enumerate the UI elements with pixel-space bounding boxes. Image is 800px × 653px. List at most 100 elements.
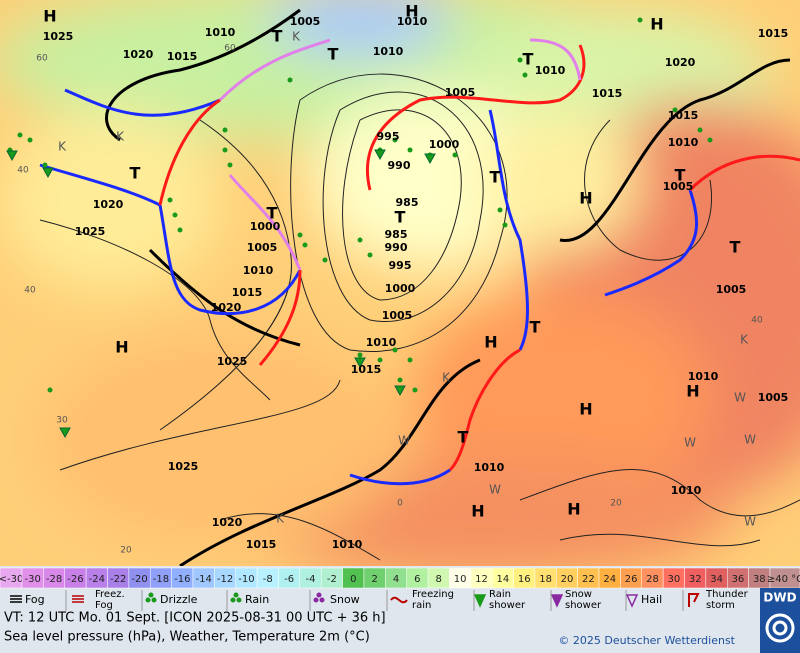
isobar-label: 995 (389, 259, 412, 272)
rain-symbol (637, 17, 643, 23)
scale-label: -8 (263, 574, 273, 585)
shower-symbol (354, 357, 366, 369)
isobar-label: 1010 (688, 370, 719, 383)
isobar-label: 1010 (373, 45, 404, 58)
isobar-label: 1010 (671, 484, 702, 497)
shower-symbol (374, 149, 386, 161)
isotherm-label: 20 (610, 499, 622, 509)
icon-stroke (688, 593, 700, 607)
shower-symbol (59, 427, 71, 439)
icon-dot (151, 597, 157, 603)
isobar-label: 1020 (212, 516, 243, 529)
legend-label: Snow (330, 593, 360, 606)
pressure-centre: H (43, 7, 56, 26)
rain-symbol (357, 237, 363, 243)
legend-label: Thunder (705, 589, 749, 600)
isotherm-label: 0 (397, 499, 403, 509)
weather-legend: Fog Freez.Fog Drizzle Rain Snow FreezingrainR… (10, 589, 749, 611)
legend-label: Drizzle (160, 593, 198, 606)
isobar-label: 1020 (211, 301, 242, 314)
airmass-label: W (398, 434, 410, 448)
icon-stroke (550, 594, 564, 608)
rain-symbol (172, 212, 178, 218)
scale-label: 0 (350, 574, 356, 585)
scale-label: 30 (667, 574, 680, 585)
highlighted-isobars (105, 8, 791, 568)
rain-symbol (497, 207, 503, 213)
rain-symbol (177, 227, 183, 233)
airmass-label: K (292, 30, 301, 44)
legend-label: storm (706, 600, 735, 611)
rain-symbol (377, 357, 383, 363)
icon-dot (145, 597, 151, 603)
legend-label: Rain (489, 589, 511, 600)
legend-icon (473, 594, 487, 608)
airmass-label: W (489, 483, 501, 497)
legend-label: Snow (565, 589, 592, 600)
isobar-label: 1015 (758, 27, 789, 40)
isobar-label: 1010 (243, 264, 274, 277)
isotherm-label: 40 (24, 286, 36, 296)
isobar-label: 1005 (445, 86, 476, 99)
legend-label: Freezing (412, 589, 454, 600)
isobar-label: 995 (377, 130, 400, 143)
scale-label: -4 (306, 574, 316, 585)
scale-label: -22 (110, 574, 126, 585)
isobar-label: 985 (385, 228, 408, 241)
rain-symbol (222, 147, 228, 153)
pressure-centre: H (579, 400, 592, 419)
isobar-label: 1000 (429, 138, 460, 151)
shower-symbol (6, 150, 18, 162)
scale-label: 14 (496, 574, 509, 585)
scale-label: 36 (732, 574, 745, 585)
airmass-label: K (740, 333, 749, 347)
scale-label: 34 (710, 574, 723, 585)
legend-label: Fog (95, 600, 113, 611)
legend-icon (390, 596, 408, 604)
logo-text: DWD (763, 591, 796, 605)
legend-label: shower (489, 600, 526, 611)
isobar-label: 1010 (366, 336, 397, 349)
rain-symbol (302, 242, 308, 248)
valid-time: VT: 12 UTC Mo. 01 Sept. [ICON 2025-08-31… (4, 611, 386, 626)
scale-label: -24 (89, 574, 105, 585)
icon-dot (230, 597, 236, 603)
isobar-label: 1020 (123, 48, 154, 61)
airmass-label: K (116, 130, 125, 144)
pressure-centre: T (130, 164, 141, 183)
pressure-centre: T (730, 238, 741, 257)
airmass-label: W (744, 433, 756, 447)
rain-symbol (517, 57, 523, 63)
icon-stroke (473, 594, 487, 608)
isobar-label: 1005 (758, 391, 789, 404)
scale-label: 10 (454, 574, 467, 585)
scale-label: -2 (327, 574, 337, 585)
scale-label: 38 (753, 574, 766, 585)
isobar-label: 1010 (535, 64, 566, 77)
pressure-centre: H (484, 333, 497, 352)
legend-icon (550, 594, 564, 608)
pressure-centre: H (115, 338, 128, 357)
scale-label: 4 (393, 574, 399, 585)
isobar-label: 1025 (43, 30, 74, 43)
scale-label: 12 (475, 574, 488, 585)
rain-symbol (522, 72, 528, 78)
scale-label: -16 (174, 574, 190, 585)
scale-label: 18 (539, 574, 552, 585)
isobar-label: 985 (396, 196, 419, 209)
scale-label: -14 (195, 574, 211, 585)
shower-symbol (424, 153, 436, 165)
scale-label: 8 (436, 574, 442, 585)
pressure-centre: H (405, 2, 418, 21)
isotherm-label: 60 (224, 44, 236, 54)
isotherm-label: 40 (17, 166, 29, 176)
scale-label: -6 (284, 574, 294, 585)
pressure-centre: H (471, 502, 484, 521)
airmass-label: W (684, 436, 696, 450)
legend-icon (10, 595, 22, 603)
scale-label: -26 (67, 574, 83, 585)
isobar-label: 1020 (93, 198, 124, 211)
description: Sea level pressure (hPa), Weather, Tempe… (4, 630, 370, 645)
scale-label: 22 (582, 574, 595, 585)
